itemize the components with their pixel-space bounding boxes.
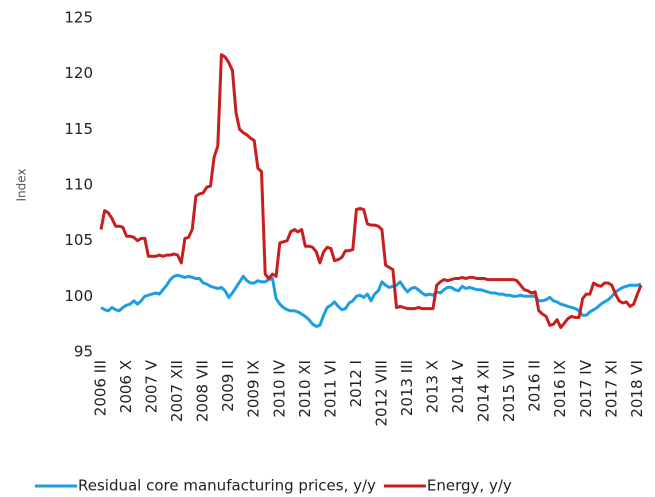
- x-tick-label: 2016 IX: [551, 360, 569, 418]
- x-tick-label: 2010 IV: [270, 359, 288, 417]
- x-tick-label: 2007 V: [143, 359, 161, 413]
- x-tick-label: 2009 IX: [245, 360, 263, 418]
- y-tick-label: 115: [64, 120, 93, 138]
- x-tick-label: 2012 VIII: [372, 360, 390, 426]
- x-tick-label: 2007 XII: [168, 360, 186, 422]
- x-tick-label: 2006 III: [92, 360, 110, 416]
- x-tick-label: 2006 X: [117, 360, 135, 413]
- x-tick-label: 2008 VII: [194, 360, 212, 422]
- x-tick-label: 2014 V: [449, 359, 467, 413]
- x-tick-label: 2009 II: [219, 360, 237, 412]
- x-tick-label: 2013 X: [424, 360, 442, 413]
- legend-label: Residual core manufacturing prices, y/y: [78, 477, 376, 495]
- x-tick-label: 2016 II: [526, 360, 544, 412]
- x-tick-label: 2014 XII: [475, 360, 493, 422]
- x-tick-label: 2011 VI: [321, 360, 339, 418]
- x-tick-label: 2012 I: [347, 360, 365, 407]
- y-tick-label: 100: [64, 287, 93, 305]
- x-tick-label: 2017 IV: [577, 359, 595, 417]
- y-tick-label: 95: [74, 343, 93, 361]
- x-tick-label: 2013 III: [398, 360, 416, 416]
- y-tick-label: 125: [64, 9, 93, 27]
- y-tick-label: 110: [64, 176, 93, 194]
- x-tick-label: 2018 VI: [628, 360, 646, 418]
- x-tick-label: 2010 XI: [296, 360, 314, 418]
- y-tick-label: 120: [64, 64, 93, 82]
- y-axis-title: Index: [15, 168, 29, 201]
- y-tick-label: 105: [64, 231, 93, 249]
- line-series: [99, 53, 643, 329]
- x-tick-label: 2017 XI: [602, 360, 620, 418]
- x-tick-label: 2015 VII: [500, 360, 518, 422]
- line-series: [100, 273, 642, 328]
- legend-label: Energy, y/y: [427, 477, 512, 495]
